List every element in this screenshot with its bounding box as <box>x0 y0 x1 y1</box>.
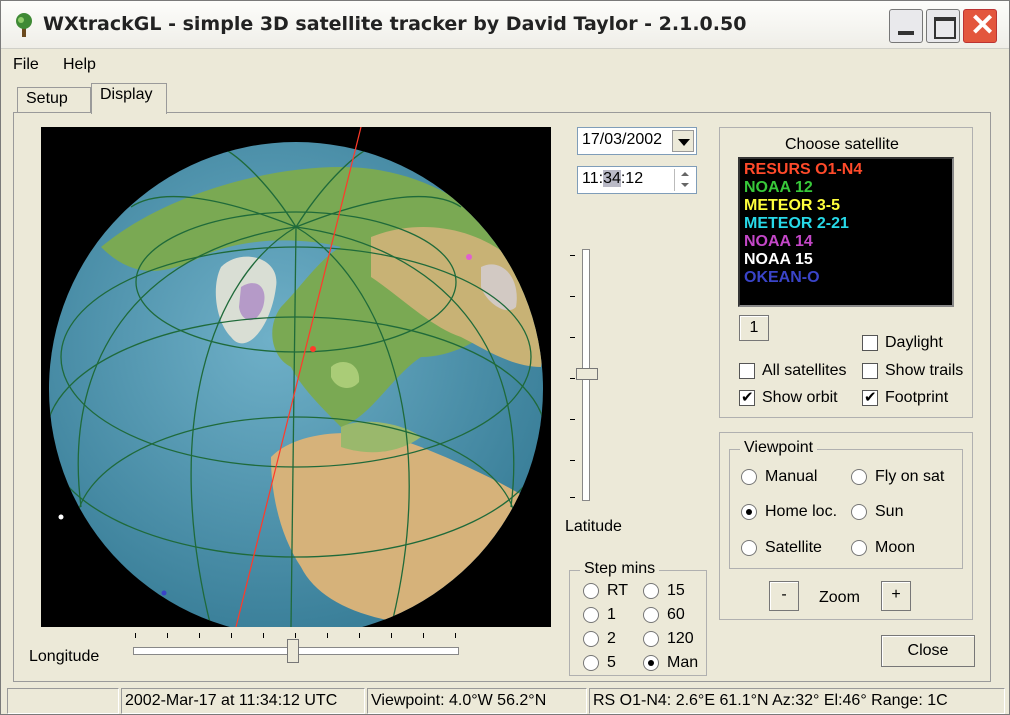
step-1-radio[interactable]: 1 <box>583 606 616 624</box>
slider-tick <box>423 633 424 638</box>
step-man-radio[interactable]: Man <box>643 654 698 672</box>
slider-tick <box>570 419 575 420</box>
step-120-radio[interactable]: 120 <box>643 630 694 648</box>
viewpoint-manual-radio[interactable]: Manual <box>741 468 817 486</box>
zoom-in-button[interactable]: + <box>881 581 911 611</box>
step-mins-title: Step mins <box>580 560 660 578</box>
slider-tick <box>295 633 296 638</box>
step-60-radio[interactable]: 60 <box>643 606 685 624</box>
slider-tick <box>263 633 264 638</box>
slider-tick <box>359 633 360 638</box>
window-title: WXtrackGL - simple 3D satellite tracker … <box>43 13 747 35</box>
longitude-thumb[interactable] <box>287 639 299 663</box>
tab-setup[interactable]: Setup <box>17 87 91 113</box>
slider-tick <box>135 633 136 638</box>
satellite-marker-2 <box>466 254 472 260</box>
satellite-marker <box>310 346 316 352</box>
status-pane-empty <box>7 688 119 714</box>
list-item[interactable]: NOAA 15 <box>744 251 813 268</box>
satellite-marker-3 <box>161 590 167 596</box>
viewpoint-fly-on-sat-radio[interactable]: Fly on sat <box>851 468 944 486</box>
slider-tick <box>167 633 168 638</box>
menu-help[interactable]: Help <box>63 56 96 73</box>
zoom-label: Zoom <box>819 589 860 606</box>
spin-down-icon <box>675 180 695 191</box>
menu-file[interactable]: File <box>13 56 39 73</box>
menu-bar: File Help <box>1 51 1009 79</box>
date-value: 17/03/2002 <box>582 131 663 148</box>
latitude-label: Latitude <box>565 518 622 535</box>
slider-tick <box>570 378 575 379</box>
show-orbit-checkbox[interactable]: Show orbit <box>739 388 838 407</box>
chevron-down-icon[interactable] <box>672 130 694 152</box>
show-trails-checkbox[interactable]: Show trails <box>862 362 963 380</box>
slider-tick <box>570 255 575 256</box>
time-spinner[interactable] <box>674 169 694 191</box>
slider-tick <box>199 633 200 638</box>
orbit-track <box>235 127 362 627</box>
slider-tick <box>231 633 232 638</box>
slider-tick <box>455 633 456 638</box>
viewpoint-sun-radio[interactable]: Sun <box>851 503 903 521</box>
close-icon: ✕ <box>970 9 996 42</box>
longitude-label: Longitude <box>29 648 100 665</box>
app-icon <box>16 13 32 37</box>
viewpoint-panel <box>719 432 973 620</box>
step-rt-radio[interactable]: RT <box>583 582 628 600</box>
all-satellites-checkbox[interactable]: All satellites <box>739 362 846 380</box>
slider-tick <box>327 633 328 638</box>
status-datetime: 2002-Mar-17 at 11:34:12 UTC <box>121 688 365 714</box>
daylight-checkbox[interactable]: Daylight <box>862 334 943 352</box>
slider-tick <box>570 337 575 338</box>
viewpoint-home-loc-radio[interactable]: Home loc. <box>741 503 837 521</box>
footprint-checkbox[interactable]: Footprint <box>862 388 948 407</box>
date-picker[interactable]: 17/03/2002 <box>577 127 697 155</box>
close-button[interactable]: Close <box>881 635 975 667</box>
viewpoint-satellite-radio[interactable]: Satellite <box>741 539 822 557</box>
satellite-1-button[interactable]: 1 <box>739 315 769 341</box>
time-value: 11:34:12 <box>582 170 644 187</box>
list-item[interactable]: NOAA 14 <box>744 233 813 250</box>
viewpoint-group: Viewpoint <box>729 439 963 569</box>
list-item[interactable]: OKEAN-O <box>744 269 820 286</box>
step-2-radio[interactable]: 2 <box>583 630 616 648</box>
status-viewpoint: Viewpoint: 4.0°W 56.2°N <box>367 688 587 714</box>
minimize-button[interactable] <box>889 9 923 43</box>
star-dot <box>58 514 64 520</box>
choose-satellite-group <box>719 127 973 418</box>
viewpoint-moon-radio[interactable]: Moon <box>851 539 915 557</box>
slider-tick <box>570 460 575 461</box>
title-bar[interactable]: WXtrackGL - simple 3D satellite tracker … <box>1 1 1009 49</box>
time-picker[interactable]: 11:34:12 <box>577 166 697 194</box>
list-item[interactable]: NOAA 12 <box>744 179 813 196</box>
zoom-out-button[interactable]: - <box>769 581 799 611</box>
list-item[interactable]: RESURS O1-N4 <box>744 161 863 178</box>
step-5-radio[interactable]: 5 <box>583 654 616 672</box>
list-item[interactable]: METEOR 3-5 <box>744 197 841 214</box>
longitude-slider[interactable] <box>131 629 463 669</box>
slider-tick <box>391 633 392 638</box>
slider-tick <box>570 497 575 498</box>
step-mins-group: Step mins <box>569 560 707 676</box>
step-15-radio[interactable]: 15 <box>643 582 685 600</box>
satellite-list[interactable]: RESURS O1-N4 NOAA 12 METEOR 3-5 METEOR 2… <box>738 157 954 307</box>
spin-up-icon <box>675 169 695 180</box>
slider-tick <box>570 296 575 297</box>
globe-view[interactable] <box>41 127 551 627</box>
status-bar: 2002-Mar-17 at 11:34:12 UTC Viewpoint: 4… <box>1 687 1009 715</box>
globe-svg[interactable] <box>41 127 551 627</box>
close-window-button[interactable]: ✕ <box>963 9 997 43</box>
latitude-slider[interactable] <box>567 241 607 506</box>
list-item[interactable]: METEOR 2-21 <box>744 215 849 232</box>
choose-satellite-title: Choose satellite <box>785 136 899 153</box>
tab-display[interactable]: Display <box>91 83 167 114</box>
status-satellite-info: RS O1-N4: 2.6°E 61.1°N Az:32° El:46° Ran… <box>589 688 1005 714</box>
viewpoint-title: Viewpoint <box>740 439 818 457</box>
maximize-button[interactable] <box>926 9 960 43</box>
latitude-thumb[interactable] <box>576 368 598 380</box>
